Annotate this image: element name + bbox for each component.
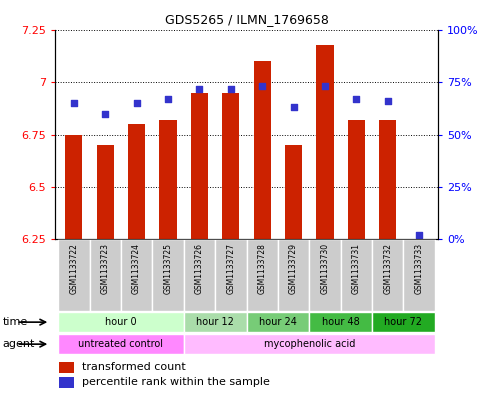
Bar bbox=[97, 145, 114, 239]
Bar bbox=[184, 239, 215, 311]
Text: GSM1133726: GSM1133726 bbox=[195, 243, 204, 294]
Point bbox=[353, 96, 360, 102]
Bar bbox=[184, 334, 435, 354]
Point bbox=[70, 100, 78, 107]
Bar bbox=[215, 239, 246, 311]
Text: GSM1133731: GSM1133731 bbox=[352, 243, 361, 294]
Bar bbox=[59, 377, 74, 387]
Text: untreated control: untreated control bbox=[78, 339, 163, 349]
Text: GSM1133725: GSM1133725 bbox=[164, 243, 172, 294]
Bar bbox=[254, 61, 271, 239]
Bar bbox=[59, 362, 74, 373]
Bar bbox=[403, 239, 435, 311]
Bar bbox=[285, 145, 302, 239]
Text: mycophenolic acid: mycophenolic acid bbox=[264, 339, 355, 349]
Bar bbox=[184, 312, 246, 332]
Point bbox=[258, 83, 266, 90]
Text: transformed count: transformed count bbox=[82, 362, 185, 373]
Point bbox=[321, 83, 329, 90]
Bar bbox=[246, 239, 278, 311]
Text: GSM1133729: GSM1133729 bbox=[289, 243, 298, 294]
Point bbox=[164, 96, 172, 102]
Text: hour 24: hour 24 bbox=[259, 317, 297, 327]
Bar bbox=[191, 93, 208, 239]
Bar bbox=[316, 45, 334, 239]
Text: GSM1133724: GSM1133724 bbox=[132, 243, 141, 294]
Bar bbox=[128, 124, 145, 239]
Point bbox=[133, 100, 141, 107]
Bar bbox=[309, 239, 341, 311]
Bar bbox=[159, 120, 177, 239]
Text: time: time bbox=[2, 317, 28, 327]
Text: GSM1133727: GSM1133727 bbox=[227, 243, 235, 294]
Bar bbox=[309, 312, 372, 332]
Point bbox=[227, 85, 235, 92]
Bar bbox=[341, 239, 372, 311]
Bar bbox=[65, 134, 83, 239]
Text: hour 12: hour 12 bbox=[196, 317, 234, 327]
Text: agent: agent bbox=[2, 339, 35, 349]
Point bbox=[196, 85, 203, 92]
Text: GSM1133723: GSM1133723 bbox=[101, 243, 110, 294]
Bar bbox=[121, 239, 152, 311]
Text: hour 72: hour 72 bbox=[384, 317, 423, 327]
Bar bbox=[348, 120, 365, 239]
Bar bbox=[372, 312, 435, 332]
Text: GSM1133733: GSM1133733 bbox=[415, 243, 424, 294]
Text: GSM1133722: GSM1133722 bbox=[70, 243, 78, 294]
Bar bbox=[278, 239, 309, 311]
Point bbox=[290, 104, 298, 110]
Text: hour 0: hour 0 bbox=[105, 317, 137, 327]
Point bbox=[415, 232, 423, 238]
Bar bbox=[152, 239, 184, 311]
Text: hour 48: hour 48 bbox=[322, 317, 359, 327]
Bar bbox=[89, 239, 121, 311]
Text: GSM1133732: GSM1133732 bbox=[384, 243, 392, 294]
Text: GDS5265 / ILMN_1769658: GDS5265 / ILMN_1769658 bbox=[165, 13, 328, 26]
Text: GSM1133730: GSM1133730 bbox=[321, 243, 329, 294]
Bar bbox=[58, 312, 184, 332]
Bar bbox=[379, 120, 397, 239]
Bar bbox=[58, 334, 184, 354]
Text: percentile rank within the sample: percentile rank within the sample bbox=[82, 377, 270, 387]
Point bbox=[101, 110, 109, 117]
Point bbox=[384, 98, 392, 104]
Bar bbox=[246, 312, 309, 332]
Bar bbox=[372, 239, 403, 311]
Text: GSM1133728: GSM1133728 bbox=[258, 243, 267, 294]
Bar bbox=[222, 93, 240, 239]
Bar bbox=[58, 239, 89, 311]
